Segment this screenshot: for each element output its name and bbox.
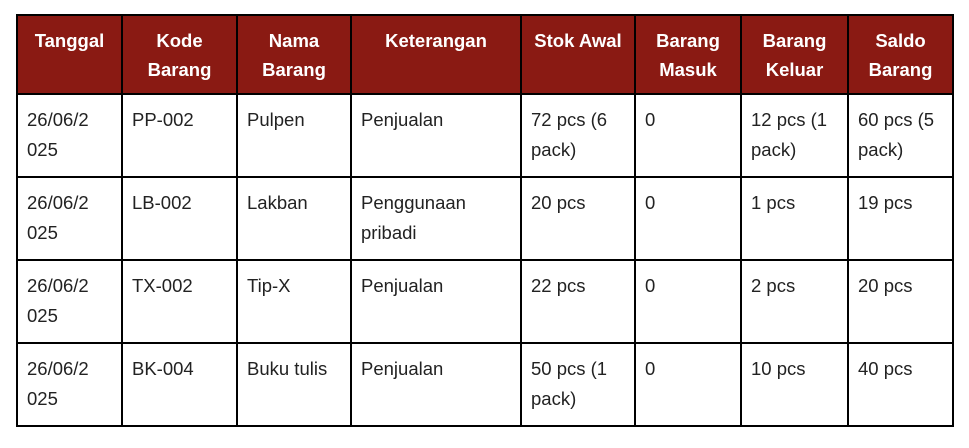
table-cell: 60 pcs (5 pack)	[847, 93, 954, 178]
table-cell: 26/06/2 025	[16, 259, 123, 344]
table-cell: 12 pcs (1 pack)	[740, 93, 849, 178]
table-cell: Penggunaan pribadi	[350, 176, 522, 261]
table-cell: 20 pcs	[847, 259, 954, 344]
header-row: Tanggal Kode Barang Nama Barang Keterang…	[16, 14, 954, 95]
table-cell: BK-004	[121, 342, 238, 427]
table-cell: 72 pcs (6 pack)	[520, 93, 636, 178]
table-cell: PP-002	[121, 93, 238, 178]
table-cell: 40 pcs	[847, 342, 954, 427]
header-stok-awal: Stok Awal	[520, 14, 636, 95]
header-keterangan: Keterangan	[350, 14, 522, 95]
header-tanggal: Tanggal	[16, 14, 123, 95]
header-kode-barang: Kode Barang	[121, 14, 238, 95]
table-row: 26/06/2 025 BK-004 Buku tulis Penjualan 50 p…	[16, 342, 954, 427]
table-cell: 26/06/2 025	[16, 93, 123, 178]
table-cell: 10 pcs	[740, 342, 849, 427]
table-cell: 0	[634, 93, 742, 178]
table-cell: 0	[634, 259, 742, 344]
table-cell: 50 pcs (1 pack)	[520, 342, 636, 427]
table-cell: TX-002	[121, 259, 238, 344]
table-cell: Buku tulis	[236, 342, 352, 427]
table-cell: 0	[634, 342, 742, 427]
table-cell: Penjualan	[350, 93, 522, 178]
table-cell: Penjualan	[350, 259, 522, 344]
table-cell: Penjualan	[350, 342, 522, 427]
table-row: 26/06/2 025 LB-002 Lakban Penggunaan pribad…	[16, 176, 954, 261]
table-cell: LB-002	[121, 176, 238, 261]
header-saldo-barang: Saldo Barang	[847, 14, 954, 95]
table-cell: 22 pcs	[520, 259, 636, 344]
table-cell: 20 pcs	[520, 176, 636, 261]
header-barang-keluar: Barang Keluar	[740, 14, 849, 95]
table-row: 26/06/2 025 TX-002 Tip-X Penjualan 22 pcs 0 2 …	[16, 259, 954, 344]
table-cell: 26/06/2 025	[16, 342, 123, 427]
table-cell: Lakban	[236, 176, 352, 261]
table-cell: 2 pcs	[740, 259, 849, 344]
header-nama-barang: Nama Barang	[236, 14, 352, 95]
stock-table: Tanggal Kode Barang Nama Barang Keterang…	[16, 14, 954, 427]
table-cell: Tip-X	[236, 259, 352, 344]
table-cell: 26/06/2 025	[16, 176, 123, 261]
table-row: 26/06/2 025 PP-002 Pulpen Penjualan 72 pcs (…	[16, 93, 954, 178]
table-cell: 0	[634, 176, 742, 261]
table-cell: Pulpen	[236, 93, 352, 178]
header-barang-masuk: Barang Masuk	[634, 14, 742, 95]
table-cell: 19 pcs	[847, 176, 954, 261]
table-cell: 1 pcs	[740, 176, 849, 261]
